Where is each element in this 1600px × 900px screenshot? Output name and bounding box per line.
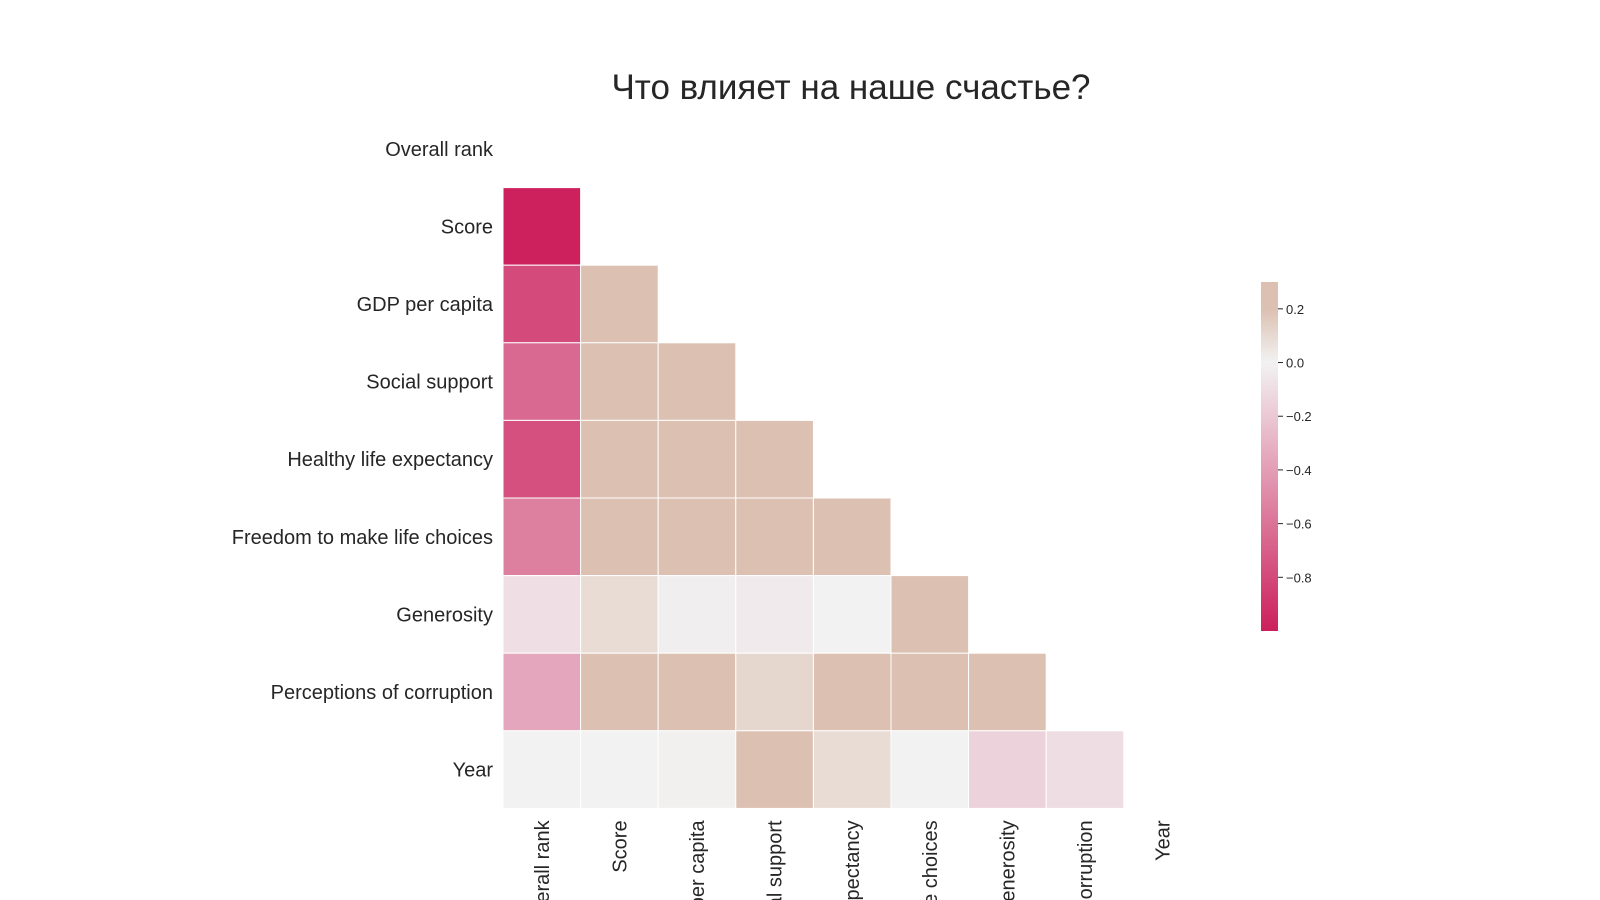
heatmap-cell: [580, 419, 659, 499]
heatmap-cell: [812, 497, 892, 577]
heatmap-cell: [502, 575, 582, 654]
heatmap-cell: [502, 497, 582, 577]
y-axis-labels: Overall rank Score GDP per capita Social su…: [232, 139, 494, 782]
x-tick-label: Score: [609, 820, 631, 872]
heatmap-cell: [735, 730, 814, 809]
y-tick-label: Overall rank: [385, 139, 494, 161]
x-tick-label: corruption: [1075, 820, 1097, 900]
heatmap-cell: [812, 652, 892, 732]
colorbar-tick-label: −0.8: [1286, 570, 1312, 585]
heatmap-cell: [735, 575, 814, 654]
heatmap-cell: [812, 575, 892, 654]
heatmap-cell: [657, 575, 737, 654]
heatmap-cell: [502, 652, 582, 732]
heatmap-cell: [580, 342, 659, 421]
heatmap-cell: [657, 497, 737, 577]
heatmap-cell: [502, 730, 582, 809]
colorbar-gradient: [1261, 282, 1278, 631]
x-tick-label: al support: [765, 820, 787, 900]
y-tick-label: GDP per capita: [357, 294, 494, 316]
heatmap-cell: [657, 419, 737, 499]
colorbar: 0.2 0.0 −0.2 −0.4 −0.6 −0.8: [1261, 282, 1312, 631]
heatmap-cell: [968, 652, 1047, 732]
x-tick-label: enerosity: [997, 820, 1019, 900]
heatmap-cell: [890, 652, 970, 732]
y-tick-label: Social support: [366, 372, 493, 394]
heatmap-cell: [890, 575, 970, 654]
x-tick-label: Year: [1153, 820, 1175, 861]
heatmap-cell: [502, 419, 582, 499]
heatmap-cell: [580, 652, 659, 732]
x-tick-label: erall rank: [532, 819, 554, 900]
heatmap-cell: [580, 730, 659, 809]
heatmap-cell: [812, 730, 892, 809]
y-tick-label: Year: [453, 760, 494, 782]
heatmap-cell: [657, 652, 737, 732]
colorbar-tick-label: −0.2: [1286, 409, 1312, 424]
heatmap-cell: [735, 419, 814, 499]
heatmap-cell: [580, 575, 659, 654]
heatmap-cell: [580, 497, 659, 577]
y-tick-label: Freedom to make life choices: [232, 527, 493, 549]
x-axis-labels: erall rank Score per capita al support xpect…: [532, 819, 1175, 900]
heatmap-cell: [1045, 730, 1125, 809]
x-tick-label: xpectancy: [842, 820, 864, 900]
colorbar-tick-label: −0.4: [1286, 463, 1312, 478]
heatmap-cell: [657, 730, 737, 809]
colorbar-tick-label: 0.2: [1286, 302, 1304, 317]
y-tick-label: Healthy life expectancy: [287, 449, 493, 471]
y-tick-label: Generosity: [396, 604, 493, 626]
heatmap-cell: [735, 652, 814, 732]
heatmap-cell: [502, 342, 582, 421]
heatmap-cell: [580, 264, 659, 344]
heatmap-cell: [968, 730, 1047, 809]
heatmap-cells: [502, 187, 1125, 809]
heatmap-cell: [502, 187, 582, 266]
y-tick-label: Score: [441, 216, 493, 238]
heatmap-cell: [735, 497, 814, 577]
x-tick-label: per capita: [687, 820, 709, 900]
y-tick-label: Perceptions of corruption: [271, 682, 493, 704]
colorbar-tick-label: −0.6: [1286, 517, 1312, 532]
heatmap-cell: [502, 264, 582, 344]
heatmap-cell: [657, 342, 737, 421]
heatmap-cell: [890, 730, 970, 809]
chart-title: Что влияет на наше счастье?: [611, 68, 1090, 107]
x-tick-label: e choices: [920, 820, 942, 900]
colorbar-tick-label: 0.0: [1286, 356, 1304, 371]
